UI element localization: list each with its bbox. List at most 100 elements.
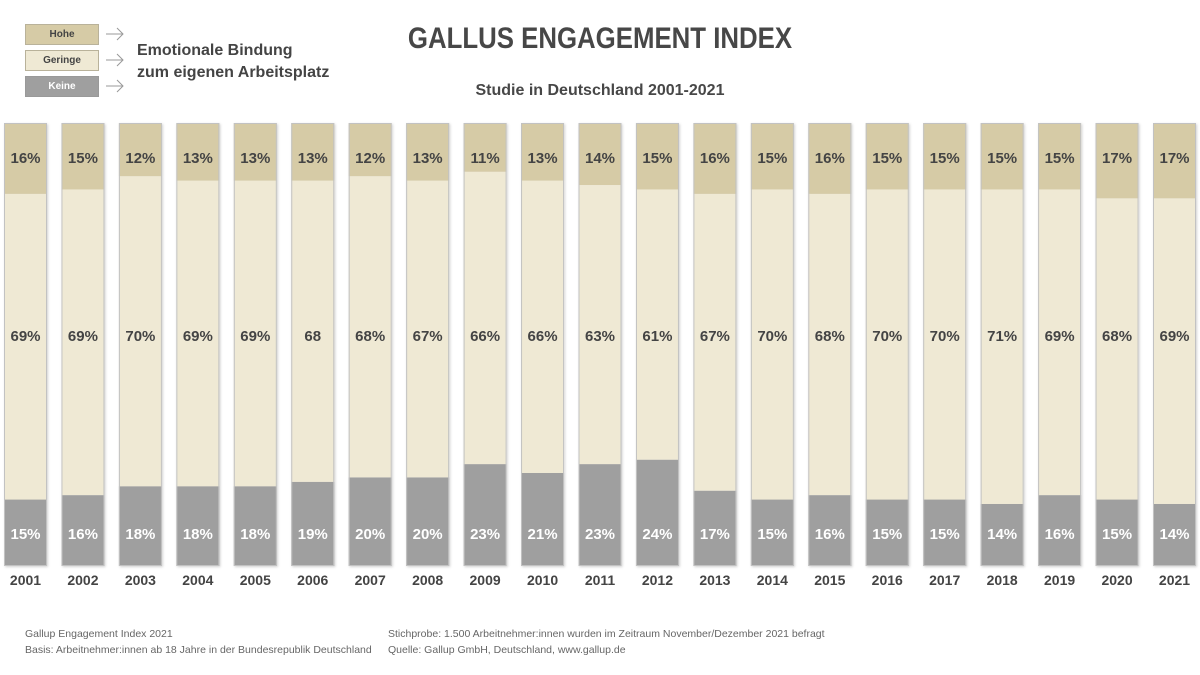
data-label-keine-2006: 19%: [298, 526, 328, 543]
legend-description-line2: zum eigenen Arbeitsplatz: [137, 64, 330, 81]
bar-stack-2009: [463, 123, 507, 566]
data-label-hohe-2011: 14%: [585, 150, 615, 167]
bar-segment-hohe-2006: [291, 123, 335, 181]
x-tick-label-2005: 2005: [240, 572, 271, 588]
bar-outline: [233, 123, 277, 566]
bar-outline: [4, 123, 47, 566]
x-axis-labels: 2001 2002 2003 2004 2005 2006 2007 2008 2009 2010…: [10, 572, 1190, 588]
data-label-hohe-2007: 12%: [355, 150, 385, 167]
data-label-keine-2012: 24%: [642, 526, 672, 543]
bar-segment-geringe-2013: [693, 193, 737, 491]
data-label-geringe-2013: 67%: [700, 328, 730, 345]
x-tick-label-2010: 2010: [527, 572, 558, 588]
data-label-geringe-2021: 69%: [1159, 328, 1189, 345]
data-label-geringe-2001: 69%: [10, 328, 40, 345]
bar-outline: [750, 123, 794, 566]
bar-segment-geringe-2008: [406, 180, 450, 478]
x-tick-label-2001: 2001: [10, 572, 41, 588]
data-label-geringe-2018: 71%: [987, 328, 1017, 345]
data-label-geringe-2007: 68%: [355, 328, 385, 345]
bar-segment-hohe-2008: [406, 123, 450, 181]
data-label-geringe-2015: 68%: [815, 328, 845, 345]
x-tick-label-2014: 2014: [757, 572, 788, 588]
bar-stack-2007: [348, 123, 392, 566]
bar-segment-geringe-2011: [578, 185, 622, 465]
bar-outline: [923, 123, 967, 566]
bar-segment-hohe-2016: [865, 123, 909, 190]
bar-outline: [463, 123, 507, 566]
bar-segment-hohe-2011: [578, 123, 622, 186]
data-label-geringe-2016: 70%: [872, 328, 902, 345]
bar-segment-geringe-2003: [118, 176, 162, 487]
data-label-keine-2003: 18%: [125, 526, 155, 543]
bar-stack-2018: [980, 123, 1024, 566]
bar-segment-hohe-2007: [348, 123, 392, 177]
legend-description-line1: Emotionale Bindung: [137, 42, 293, 59]
bar-stack-2010: [521, 123, 565, 566]
legend-item-keine: Keine: [25, 76, 99, 97]
footer-left-line1: Gallup Engagement Index 2021: [25, 628, 173, 640]
bar-segment-keine-2008: [406, 477, 450, 566]
bar-segment-hohe-2005: [233, 123, 277, 181]
bar-segment-keine-2013: [693, 490, 737, 566]
bar-segment-keine-2010: [521, 472, 565, 566]
footer-left-line2: Basis: Arbeitnehmer:innen ab 18 Jahre in…: [25, 644, 372, 656]
bar-segment-geringe-2020: [1095, 198, 1139, 500]
bar-outline: [980, 123, 1024, 566]
data-label-geringe-2009: 66%: [470, 328, 500, 345]
bar-segment-geringe-2015: [808, 193, 852, 496]
bar-outline: [176, 123, 220, 566]
data-label-keine-2004: 18%: [183, 526, 213, 543]
data-label-keine-2015: 16%: [815, 526, 845, 543]
data-label-hohe-2014: 15%: [757, 150, 787, 167]
bar-segment-hohe-2017: [923, 123, 967, 190]
data-label-keine-2009: 23%: [470, 526, 500, 543]
data-label-hohe-2017: 15%: [930, 150, 960, 167]
data-label-geringe-2006: 68: [304, 328, 321, 345]
bar-segment-hohe-2003: [118, 123, 162, 177]
bar-stack-2014: [750, 123, 794, 566]
footer-right: Stichprobe: 1.500 Arbeitnehmer:innen wur…: [388, 626, 825, 658]
stacked-bar-chart: 15% 69% 16% 16% 69% 15% 18% 70% 12% 18% 69% 13% 18% 6…: [4, 123, 1196, 588]
data-label-hohe-2006: 13%: [298, 150, 328, 167]
data-label-keine-2014: 15%: [757, 526, 787, 543]
bar-segment-hohe-2019: [1038, 123, 1082, 190]
bar-stack-2015: [808, 123, 852, 566]
bar-segment-keine-2003: [118, 486, 162, 566]
legend-description: Emotionale Bindung zum eigenen Arbeitspl…: [137, 40, 329, 84]
data-label-hohe-2010: 13%: [528, 150, 558, 167]
bar-segment-hohe-2009: [463, 123, 507, 172]
bar-segment-geringe-2002: [61, 189, 105, 496]
arrow-right-icon: [106, 79, 124, 93]
bar-segment-geringe-2009: [463, 171, 507, 465]
bar-segment-hohe-2010: [521, 123, 565, 181]
bar-segment-hohe-2001: [4, 123, 47, 194]
bar-segment-hohe-2002: [61, 123, 105, 190]
bar-outline: [635, 123, 679, 566]
data-label-keine-2013: 17%: [700, 526, 730, 543]
chart-title: GALLUS ENGAGEMENT INDEX: [407, 22, 793, 55]
data-label-keine-2008: 20%: [413, 526, 443, 543]
bar-segment-geringe-2010: [521, 180, 565, 473]
bars-group: 15% 69% 16% 16% 69% 15% 18% 70% 12% 18% 69% 13% 18% 6…: [4, 123, 1196, 566]
chart-subtitle: Studie in Deutschland 2001-2021: [475, 82, 725, 99]
data-label-hohe-2005: 13%: [240, 150, 270, 167]
bar-stack-2004: [176, 123, 220, 566]
bar-segment-hohe-2021: [1153, 123, 1196, 199]
data-label-keine-2011: 23%: [585, 526, 615, 543]
data-label-hohe-2003: 12%: [125, 150, 155, 167]
bar-segment-geringe-2016: [865, 189, 909, 500]
data-label-hohe-2021: 17%: [1159, 150, 1189, 167]
bar-segment-hohe-2018: [980, 123, 1024, 190]
data-label-hohe-2019: 15%: [1045, 150, 1075, 167]
x-tick-label-2016: 2016: [872, 572, 903, 588]
bar-segment-hohe-2014: [750, 123, 794, 190]
bar-segment-hohe-2012: [635, 123, 679, 190]
bar-segment-keine-2016: [865, 499, 909, 566]
data-label-geringe-2005: 69%: [240, 328, 270, 345]
data-label-geringe-2014: 70%: [757, 328, 787, 345]
data-label-hohe-2013: 16%: [700, 150, 730, 167]
x-tick-label-2017: 2017: [929, 572, 960, 588]
legend-item-geringe: Geringe: [25, 50, 99, 71]
data-label-keine-2018: 14%: [987, 526, 1017, 543]
